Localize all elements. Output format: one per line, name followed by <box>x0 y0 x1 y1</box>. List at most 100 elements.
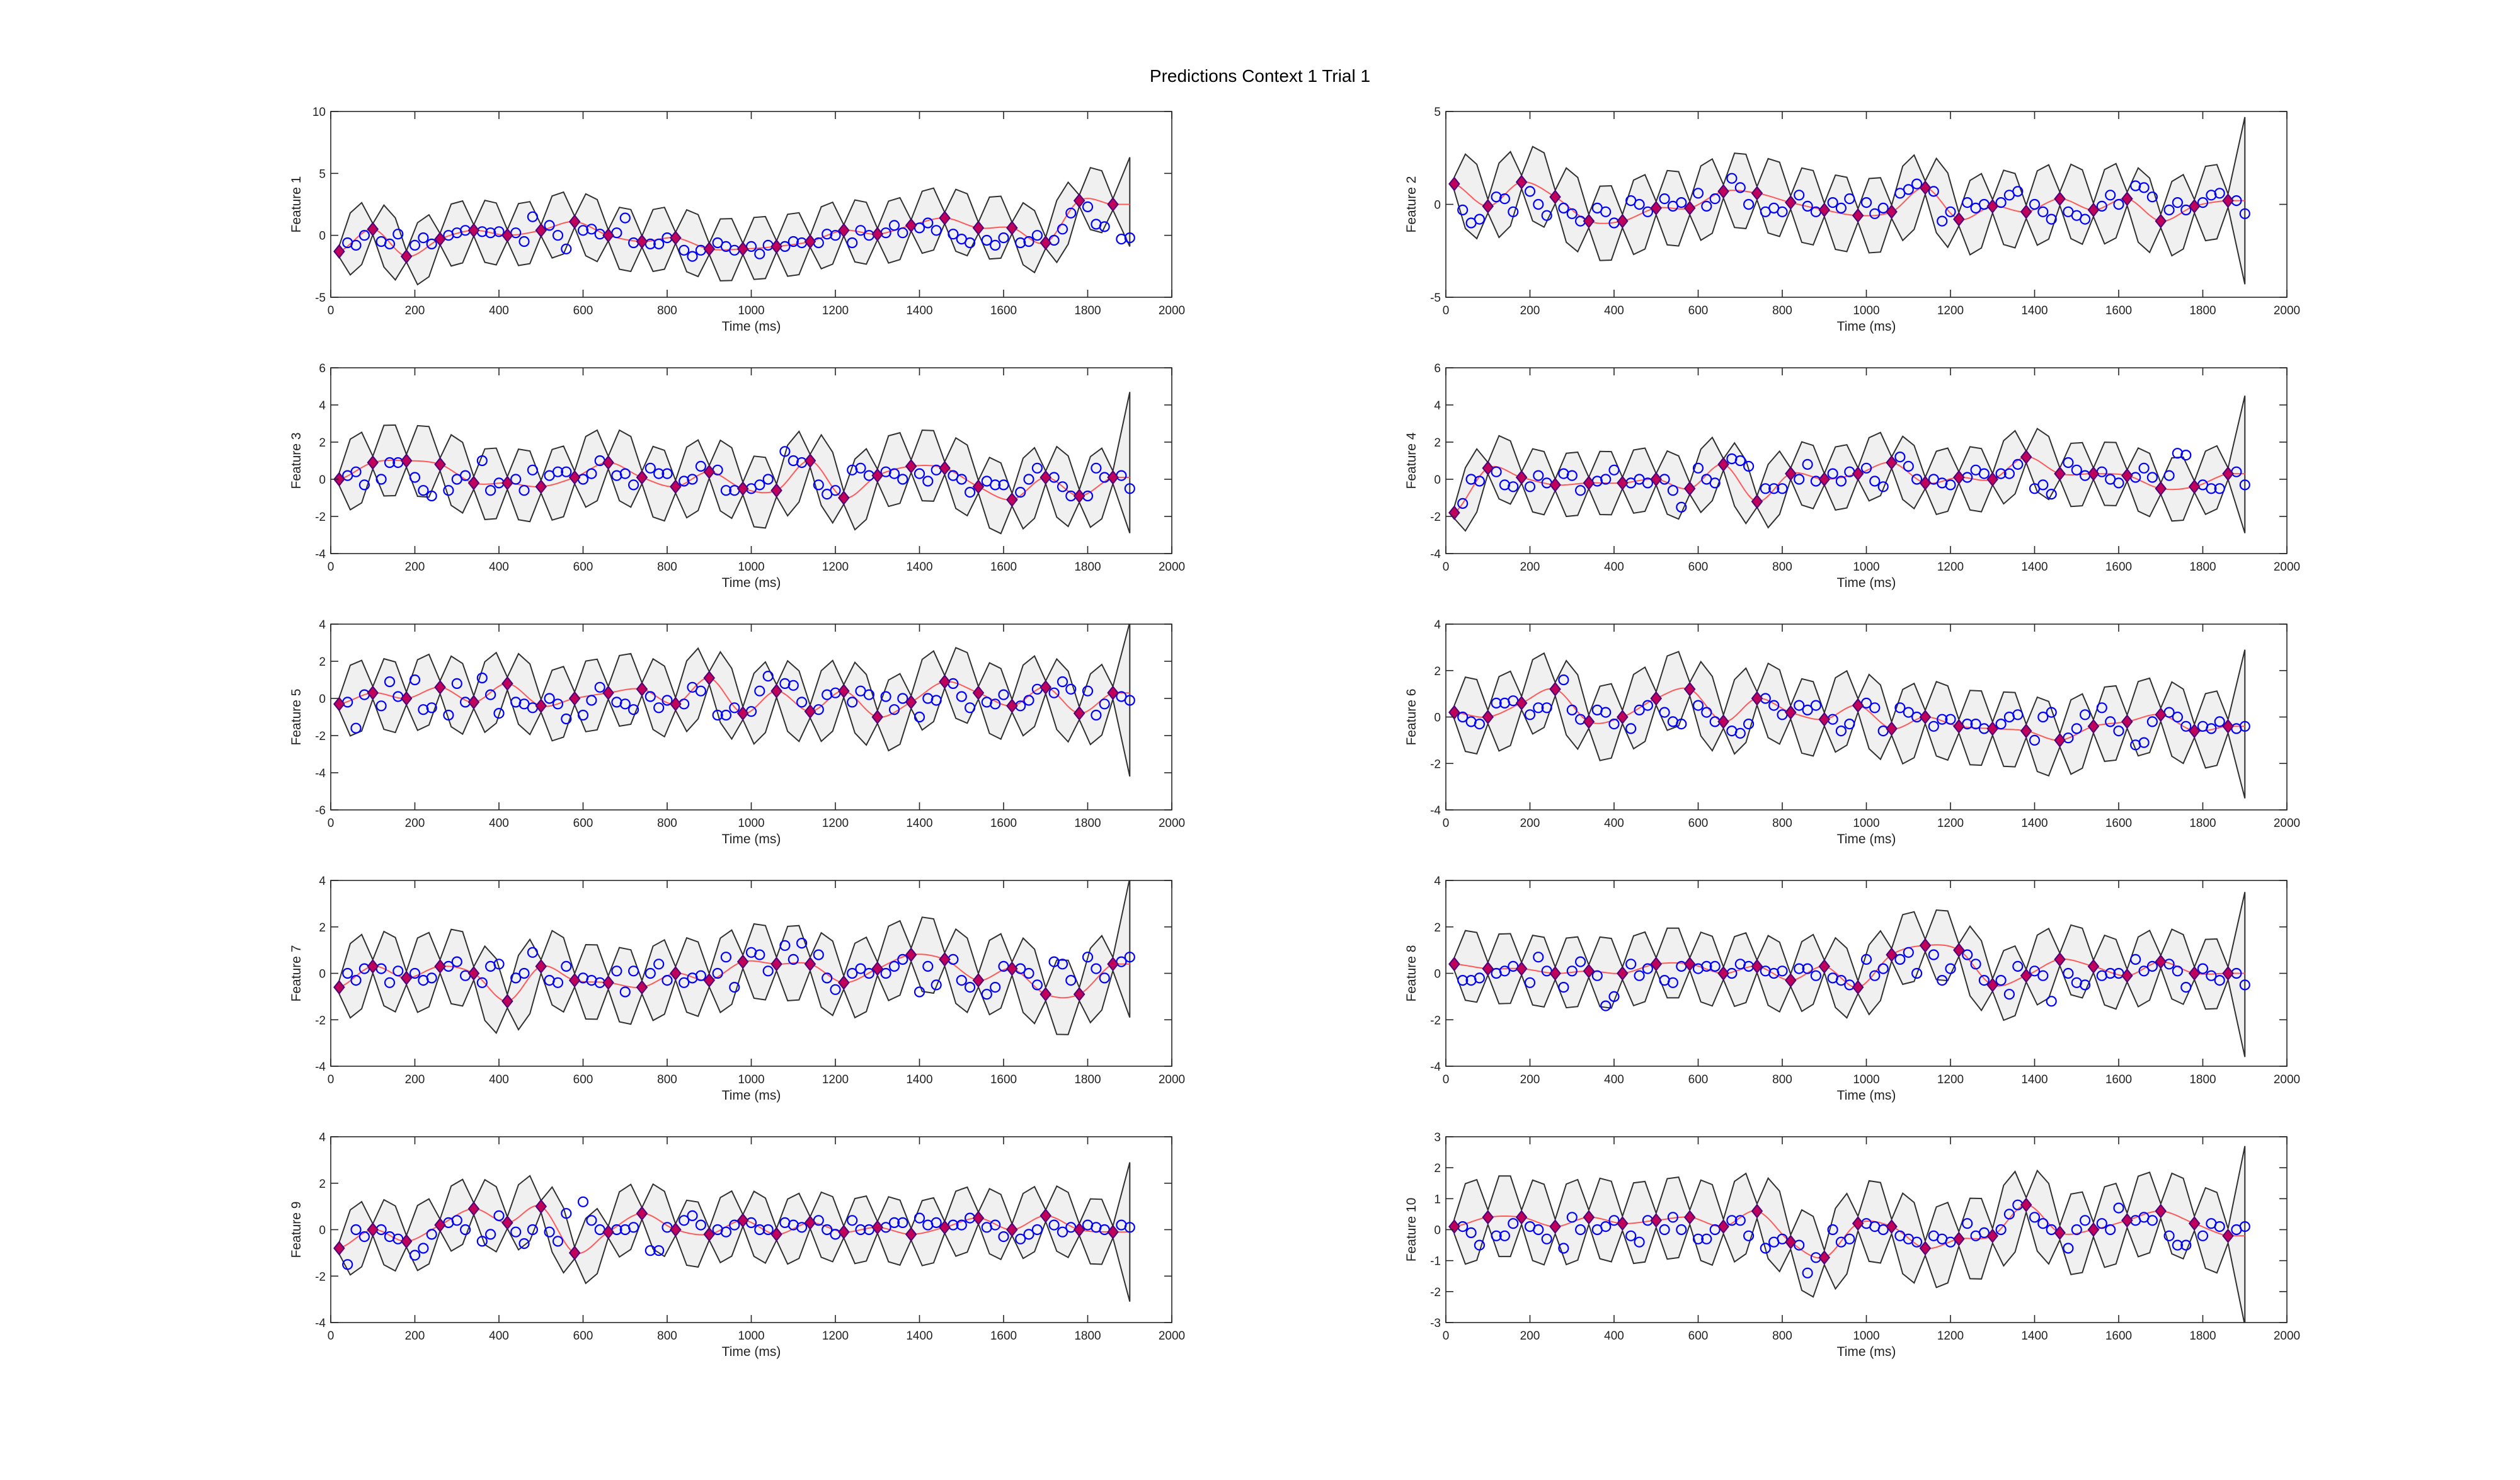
observed-point <box>729 1219 740 1231</box>
observed-point <box>1827 197 1838 208</box>
observed-point <box>1743 718 1755 730</box>
key-point <box>905 458 917 474</box>
observed-point <box>1962 197 1973 208</box>
x-tick-label: 600 <box>1688 817 1709 830</box>
key-point <box>871 227 884 242</box>
key-point <box>1482 961 1494 976</box>
observed-point <box>1802 963 1813 974</box>
observed-point <box>392 965 404 977</box>
y-tick-label: 2 <box>319 656 326 669</box>
observed-point <box>998 479 1009 491</box>
y-tick-label: 4 <box>319 618 326 632</box>
observed-point <box>914 711 925 723</box>
observed-point <box>998 689 1009 700</box>
observed-point <box>2037 970 2049 981</box>
key-point <box>434 959 446 974</box>
observed-point <box>1667 977 1678 988</box>
key-point <box>770 239 782 254</box>
key-point <box>467 695 480 710</box>
observed-point <box>2214 716 2225 727</box>
observed-point <box>1894 451 1906 463</box>
observed-point <box>1474 1239 1485 1251</box>
observed-point <box>1065 683 1077 695</box>
observed-point <box>426 1229 437 1240</box>
plot-content <box>1448 1146 2250 1323</box>
key-point <box>367 222 379 237</box>
observed-point <box>1634 1236 1645 1248</box>
observed-point <box>451 956 462 967</box>
observed-point <box>2146 960 2158 972</box>
key-point <box>2054 466 2066 481</box>
observed-point <box>1642 700 1653 711</box>
observed-point <box>1835 475 1847 487</box>
x-tick-label: 200 <box>1520 304 1540 317</box>
x-tick-label: 1200 <box>1937 304 1964 317</box>
observed-point <box>1566 208 1578 219</box>
key-point <box>703 670 716 686</box>
key-point <box>1852 1216 1864 1231</box>
x-tick-label: 600 <box>573 304 593 317</box>
observed-point <box>2063 457 2074 469</box>
observed-point <box>1894 702 1906 714</box>
observed-point <box>2163 1230 2175 1241</box>
observed-point <box>847 697 858 708</box>
observed-point <box>1794 700 1805 711</box>
key-point <box>1006 492 1018 508</box>
observed-point <box>1777 965 1788 977</box>
key-point <box>736 954 749 969</box>
observed-point <box>611 965 622 977</box>
observed-point <box>1692 462 1704 474</box>
key-point <box>434 1217 446 1232</box>
y-tick-label: -2 <box>315 1270 326 1284</box>
key-point <box>467 1201 480 1216</box>
observed-point <box>409 674 421 686</box>
y-tick-label: 4 <box>319 875 326 888</box>
observed-point <box>1911 474 1923 485</box>
observed-point <box>2105 716 2116 727</box>
key-point <box>1515 470 1528 485</box>
observed-point <box>552 230 564 241</box>
observed-point <box>1634 704 1645 716</box>
observed-point <box>1777 1233 1788 1244</box>
observed-point <box>2113 1202 2124 1214</box>
observed-point <box>888 468 900 479</box>
observed-point <box>1124 1222 1135 1233</box>
observed-point <box>1023 967 1034 979</box>
observed-point <box>619 986 631 998</box>
observed-point <box>2146 1215 2158 1226</box>
observed-point <box>409 239 421 251</box>
key-point <box>905 218 917 233</box>
observed-point <box>586 1215 597 1226</box>
x-tick-label: 1800 <box>1074 817 1101 830</box>
x-tick-label: 200 <box>405 1329 425 1343</box>
observed-point <box>384 676 396 688</box>
y-axis-label: Feature 2 <box>1404 176 1419 233</box>
observed-point <box>1566 965 1578 977</box>
observed-point <box>1709 960 1721 972</box>
key-point <box>367 959 379 974</box>
key-point <box>1852 208 1864 223</box>
key-point <box>703 1227 716 1242</box>
key-point <box>1919 709 1932 725</box>
x-tick-label: 400 <box>489 1073 509 1086</box>
key-point <box>1583 714 1595 729</box>
y-tick-label: 3 <box>1434 1131 1441 1144</box>
observed-point <box>1600 1221 1612 1232</box>
observed-point <box>2003 468 2015 479</box>
key-point <box>939 674 951 690</box>
observed-point <box>1970 959 1981 970</box>
observed-point <box>375 474 387 485</box>
observed-point <box>1558 981 1569 993</box>
y-axis-label: Feature 10 <box>1404 1198 1419 1262</box>
observed-point <box>527 947 539 958</box>
y-tick-label: 5 <box>319 168 326 181</box>
x-tick-label: 1800 <box>2189 1329 2216 1343</box>
observed-point <box>1499 965 1510 977</box>
observed-point <box>662 468 673 479</box>
x-tick-label: 200 <box>405 304 425 317</box>
key-point <box>1549 1219 1561 1234</box>
x-axis-label: Time (ms) <box>1837 1345 1896 1359</box>
observed-point <box>779 940 791 951</box>
y-tick-label: 0 <box>319 474 326 487</box>
observed-point <box>1743 460 1755 472</box>
